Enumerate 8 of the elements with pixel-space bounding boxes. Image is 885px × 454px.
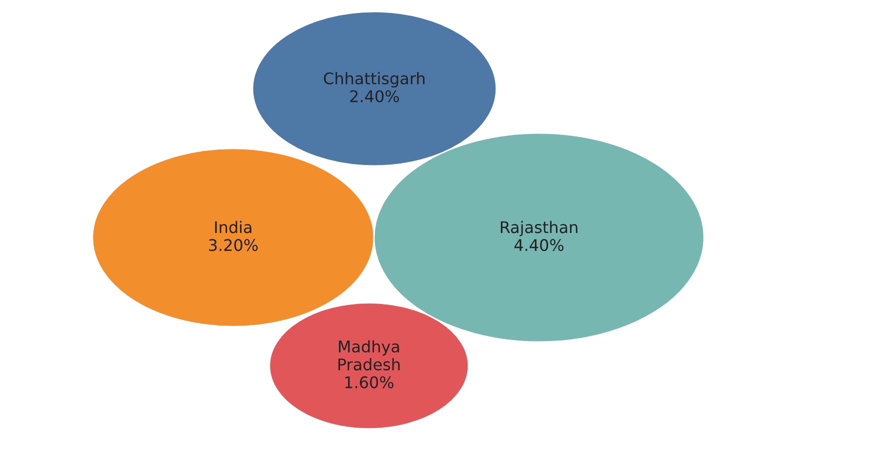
data-label: 4.40% — [514, 239, 564, 252]
data-label: 1.60% — [345, 376, 394, 388]
data-label: 3.20% — [209, 239, 258, 252]
category-label: Rajasthan — [500, 220, 578, 236]
category-label: Chhattisgarh — [324, 72, 424, 88]
category-label: India — [215, 220, 252, 234]
category-label: Madhya Pradesh — [338, 340, 400, 370]
data-label: 2.40% — [350, 90, 399, 102]
